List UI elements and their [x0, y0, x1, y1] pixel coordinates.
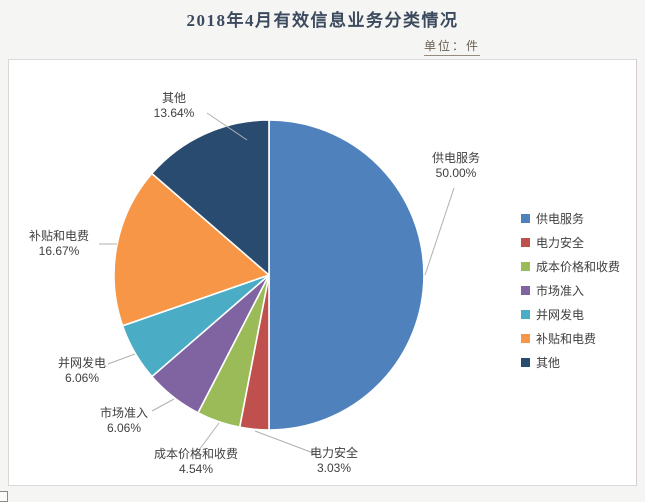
legend-label: 供电服务: [536, 212, 585, 226]
slice-label-name: 市场准入: [99, 406, 149, 420]
pie-slice-0: [268, 119, 425, 431]
pie-chart-container: 供电服务 50.00% 电力安全 3.03% 成本价格和收费 4.54% 市场准入 6.06%…: [8, 59, 637, 486]
legend-label: 成本价格和收费: [536, 260, 621, 274]
pie-chart: [99, 112, 455, 455]
legend-color-swatch: [521, 238, 530, 247]
page-title: 2018年4月有效信息业务分类情况: [186, 11, 459, 30]
pie-slice-5: [113, 172, 270, 327]
slice-label-percent: 13.64%: [153, 106, 195, 120]
leader-line-6: [206, 112, 248, 141]
legend-color-swatch: [521, 334, 530, 343]
slice-label-percent: 6.06%: [106, 421, 142, 435]
slice-label-name: 并网发电: [57, 356, 107, 370]
slice-label-percent: 3.03%: [316, 461, 352, 475]
legend-item-4: 并网发电: [521, 306, 620, 323]
leader-line-4: [107, 353, 136, 365]
slice-label-name: 成本价格和收费: [153, 447, 239, 461]
legend-item-1: 电力安全: [521, 234, 620, 251]
legend-label: 并网发电: [536, 308, 585, 322]
slice-label-name: 补贴和电费: [28, 229, 90, 243]
legend-color-swatch: [521, 310, 530, 319]
leader-line-3: [151, 398, 175, 412]
slice-label-name: 电力安全: [309, 446, 359, 460]
slice-label-0: 供电服务 50.00%: [432, 151, 480, 181]
slice-label-3: 市场准入 6.06%: [100, 406, 148, 436]
slice-label-1: 电力安全 3.03%: [310, 446, 358, 476]
legend-label: 补贴和电费: [536, 332, 597, 346]
slice-label-percent: 6.06%: [64, 371, 100, 385]
legend-color-swatch: [521, 214, 530, 223]
leader-line-0: [424, 187, 455, 276]
legend-item-0: 供电服务: [521, 210, 620, 227]
slice-label-percent: 16.67%: [38, 244, 80, 258]
pie-slice-6: [151, 119, 270, 276]
legend-color-swatch: [521, 286, 530, 295]
legend-label: 市场准入: [536, 284, 585, 298]
legend-label: 电力安全: [536, 236, 585, 250]
slice-label-name: 其他: [161, 91, 187, 105]
legend-label: 其他: [536, 356, 561, 370]
legend-item-2: 成本价格和收费: [521, 258, 620, 275]
chart-legend: 供电服务电力安全成本价格和收费 市场准入并网发电补贴和电费其他: [521, 210, 620, 378]
corner-placeholder-icon: [0, 491, 8, 502]
legend-color-swatch: [521, 358, 530, 367]
leader-line-2: [198, 422, 220, 451]
slice-label-2: 成本价格和收费 4.54%: [154, 447, 238, 477]
legend-item-6: 其他: [521, 354, 620, 371]
leader-line-1: [254, 430, 317, 455]
legend-color-swatch: [521, 262, 530, 271]
slice-label-4: 并网发电 6.06%: [58, 356, 106, 386]
slice-label-name: 供电服务: [431, 151, 481, 165]
legend-item-3: 市场准入: [521, 282, 620, 299]
slice-label-percent: 50.00%: [435, 166, 477, 180]
slice-label-percent: 4.54%: [178, 462, 214, 476]
slice-label-5: 补贴和电费 16.67%: [29, 229, 89, 259]
legend-item-5: 补贴和电费: [521, 330, 620, 347]
unit-label: 单位：件: [424, 37, 481, 56]
slice-label-6: 其他 13.64%: [154, 91, 195, 121]
